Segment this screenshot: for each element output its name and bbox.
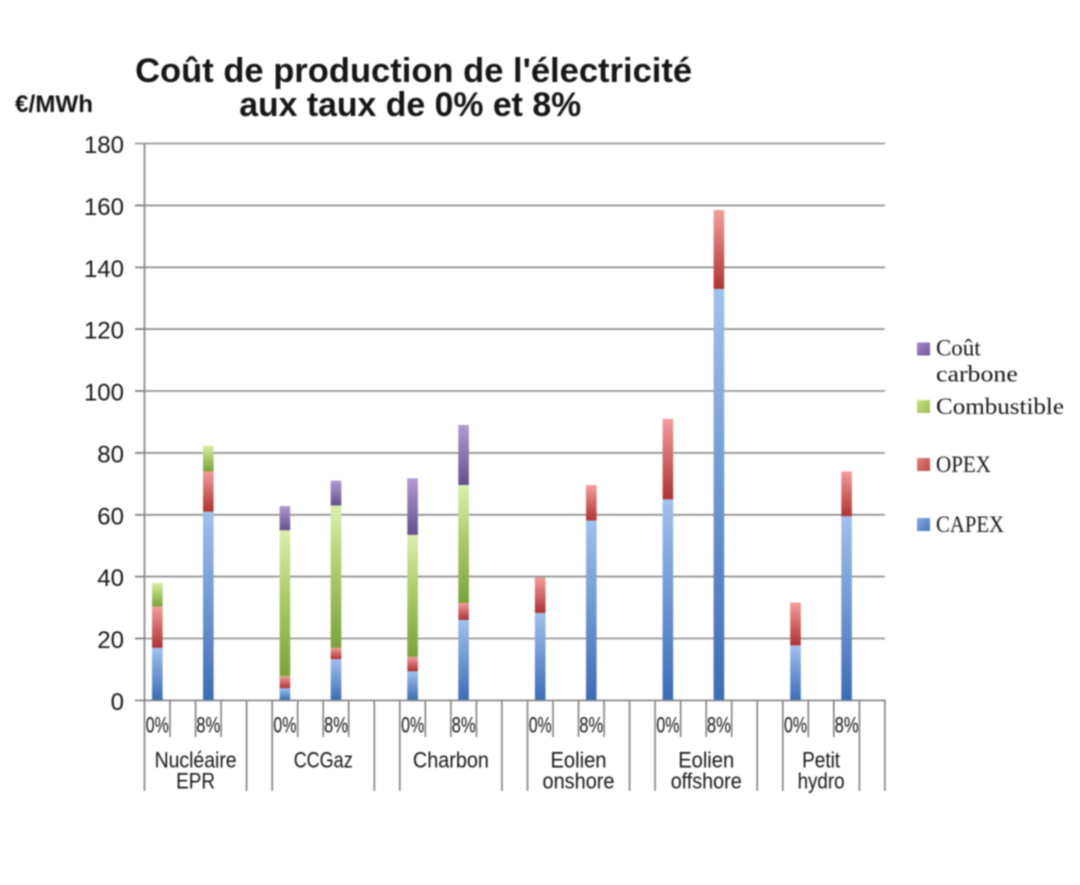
svg-text:offshore: offshore	[671, 769, 742, 794]
svg-text:Charbon: Charbon	[413, 748, 489, 773]
svg-text:180: 180	[84, 132, 124, 159]
svg-text:Petit: Petit	[802, 748, 840, 773]
svg-text:Nucléaire: Nucléaire	[155, 748, 237, 773]
svg-text:carbone: carbone	[936, 362, 1018, 387]
svg-text:CAPEX: CAPEX	[936, 512, 1004, 537]
svg-text:160: 160	[84, 194, 124, 221]
svg-text:Eolien: Eolien	[551, 748, 607, 773]
svg-text:120: 120	[84, 318, 124, 345]
svg-text:0%: 0%	[401, 713, 424, 738]
svg-text:8%: 8%	[835, 713, 859, 738]
svg-text:onshore: onshore	[543, 769, 615, 794]
svg-text:40: 40	[97, 565, 124, 592]
svg-text:20: 20	[97, 627, 124, 654]
svg-text:0: 0	[111, 689, 124, 716]
svg-text:0%: 0%	[656, 713, 679, 738]
svg-text:0%: 0%	[529, 713, 552, 738]
svg-text:0%: 0%	[146, 713, 169, 738]
svg-text:Eolien: Eolien	[678, 748, 734, 773]
svg-text:Coût de production de l'électr: Coût de production de l'électricité	[135, 52, 692, 90]
svg-text:€/MWh: €/MWh	[15, 91, 93, 118]
svg-text:CCGaz: CCGaz	[294, 748, 353, 773]
svg-text:0%: 0%	[273, 713, 296, 738]
svg-text:80: 80	[97, 441, 124, 468]
svg-text:8%: 8%	[196, 713, 220, 738]
svg-text:0%: 0%	[784, 713, 807, 738]
svg-text:8%: 8%	[707, 713, 731, 738]
svg-text:8%: 8%	[452, 713, 476, 738]
svg-text:140: 140	[84, 256, 124, 283]
svg-text:8%: 8%	[579, 713, 603, 738]
svg-text:60: 60	[97, 503, 124, 530]
svg-text:Combustible: Combustible	[936, 394, 1064, 419]
svg-text:8%: 8%	[324, 713, 348, 738]
svg-text:EPR: EPR	[176, 769, 215, 794]
svg-text:Coût: Coût	[936, 336, 981, 361]
svg-text:100: 100	[84, 380, 124, 407]
svg-text:OPEX: OPEX	[936, 452, 991, 477]
svg-text:hydro: hydro	[798, 769, 845, 794]
svg-text:aux taux de 0% et 8%: aux taux de 0% et 8%	[239, 86, 581, 124]
